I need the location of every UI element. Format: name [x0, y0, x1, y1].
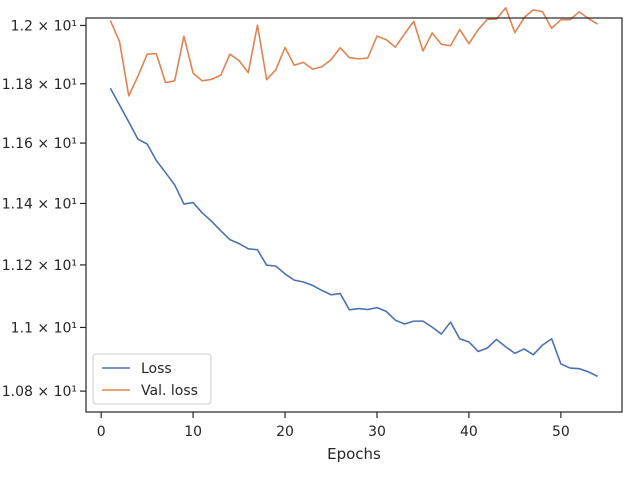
y-tick-label: 1.2 × 10¹: [11, 18, 77, 34]
y-axis: 1.08 × 10¹ 1.1 × 10¹ 1.12 × 10¹ 1.14 × 10¹ 1…: [2, 18, 86, 400]
legend-label: Val. loss: [141, 383, 198, 399]
series-layer: [109, 7, 599, 378]
series-line-0: [109, 87, 598, 378]
legend: Loss Val. loss: [92, 353, 212, 405]
x-axis: 0 10 20 30 40 50: [97, 412, 570, 440]
x-tick-label: 10: [184, 424, 202, 440]
x-tick-label: 20: [276, 424, 294, 440]
x-axis-label: Epochs: [327, 445, 381, 463]
y-tick-label: 1.1 × 10¹: [11, 320, 77, 336]
y-tick-label: 1.12 × 10¹: [2, 258, 77, 274]
y-tick-label: 1.18 × 10¹: [2, 77, 77, 93]
series-line-1: [109, 7, 599, 97]
y-tick-label: 1.16 × 10¹: [2, 136, 77, 152]
legend-box: [92, 353, 212, 405]
y-tick-label: 1.14 × 10¹: [2, 196, 77, 212]
x-tick-label: 0: [97, 424, 106, 440]
legend-label: Loss: [141, 361, 172, 377]
y-tick-label: 1.08 × 10¹: [2, 384, 77, 400]
x-tick-label: 50: [552, 424, 570, 440]
x-tick-label: 30: [368, 424, 386, 440]
plot-frame: [85, 17, 623, 413]
x-tick-label: 40: [460, 424, 478, 440]
